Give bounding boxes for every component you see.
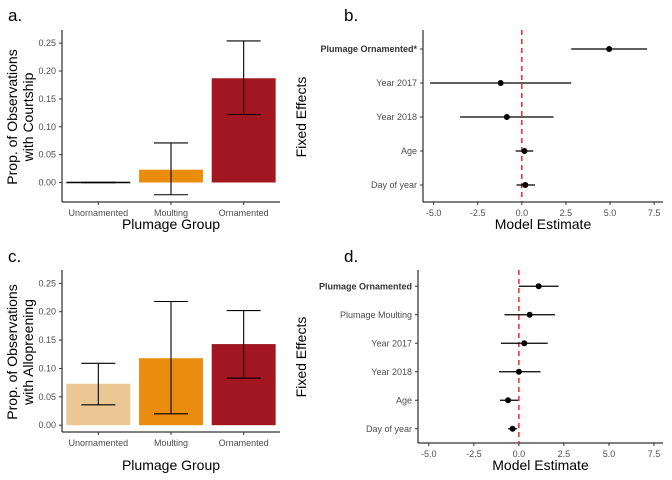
y-tick-label: 0.25 — [38, 38, 56, 48]
y-tick-label: 0.00 — [38, 420, 56, 430]
estimate-point — [503, 114, 510, 120]
x-tick-label: -2.5 — [466, 449, 482, 459]
panel-letter: b. — [344, 6, 358, 25]
y-axis-title: Prop. of Observations with Courtship — [4, 49, 36, 184]
x-axis-title: Plumage Group — [122, 457, 220, 473]
y-tick-label: 0.25 — [38, 278, 56, 288]
x-tick-label: 5.0 — [604, 208, 617, 218]
y-tick-label: 0.10 — [38, 122, 56, 132]
y-tick-label: 0.00 — [38, 177, 56, 187]
x-tick-label: 5.0 — [603, 449, 616, 459]
estimate-point — [505, 397, 512, 404]
x-tick-label: -5.0 — [426, 208, 442, 218]
panel-c: c. 0.00 0.05 0.10 0.15 0.20 0.25 Unornamented Mo… — [4, 247, 280, 473]
x-axis-title: Model Estimate — [495, 216, 592, 232]
estimate-point — [522, 182, 529, 188]
x-tick-label: Ornamented — [219, 438, 269, 448]
y-axis-title: Fixed Effects — [293, 317, 309, 398]
y-tick-label: 0.05 — [38, 392, 56, 402]
x-tick-label: Unornamented — [69, 208, 129, 218]
y-tick-label: Plumage Ornamented — [319, 281, 412, 291]
panel-letter: c. — [8, 247, 21, 266]
x-tick-label: 0.0 — [513, 449, 526, 459]
x-tick-label: -2.5 — [470, 208, 486, 218]
x-axis-title: Model Estimate — [492, 457, 589, 473]
x-tick-label: Ornamented — [219, 208, 269, 218]
y-tick-label: Year 2018 — [376, 112, 417, 122]
y-tick-label: 0.15 — [38, 94, 56, 104]
x-tick-label: Moulting — [154, 438, 188, 448]
panel-letter: d. — [344, 247, 358, 266]
y-tick-label: Plumage Moulting — [340, 310, 412, 320]
estimate-point — [497, 80, 504, 86]
y-axis-title-line: Prop. of Observations — [4, 284, 20, 419]
y-tick-label: Year 2017 — [371, 338, 412, 348]
y-axis-title: Fixed Effects — [293, 77, 309, 158]
x-tick-label: 0.0 — [516, 208, 529, 218]
estimate-point — [509, 425, 516, 432]
y-tick-label: 0.20 — [38, 307, 56, 317]
estimate-point — [606, 46, 613, 52]
x-tick-label: Moulting — [154, 208, 188, 218]
y-tick-label: 0.15 — [38, 335, 56, 345]
panel-letter: a. — [8, 6, 22, 25]
y-axis-title-line: with Allopreening — [20, 299, 36, 406]
y-tick-label: Year 2018 — [371, 367, 412, 377]
x-tick-label: -5.0 — [421, 449, 437, 459]
y-axis-title-line: Prop. of Observations — [4, 49, 20, 184]
estimate-point — [521, 148, 528, 154]
y-tick-label: Day of year — [366, 424, 412, 434]
y-tick-label: 0.20 — [38, 66, 56, 76]
y-axis-title-line: with Courtship — [20, 72, 36, 162]
panel-a: a. 0.00 0.05 0.10 0.15 0.20 0.25 Unornamented Mo… — [4, 6, 280, 232]
y-tick-label: Age — [401, 146, 417, 156]
x-axis-title: Plumage Group — [122, 216, 220, 232]
y-tick-label: Age — [396, 395, 412, 405]
y-tick-label: Day of year — [371, 180, 417, 190]
y-axis-title: Prop. of Observations with Allopreening — [4, 284, 36, 419]
estimate-point — [535, 283, 542, 290]
x-tick-label: 7.5 — [648, 208, 661, 218]
estimate-point — [521, 340, 528, 347]
estimate-point — [526, 311, 533, 318]
panel-d: d. -5.0 -2.5 0.0 2.5 5.0 7.5 Plumage Ornamented… — [293, 247, 663, 473]
y-tick-label: Plumage Ornamented* — [320, 44, 417, 54]
y-tick-label: 0.10 — [38, 363, 56, 373]
y-tick-label: Year 2017 — [376, 78, 417, 88]
x-tick-label: 7.5 — [648, 449, 661, 459]
y-tick-label: 0.05 — [38, 150, 56, 160]
x-tick-label: 2.5 — [560, 208, 573, 218]
x-tick-label: 2.5 — [558, 449, 571, 459]
estimate-point — [515, 368, 522, 375]
panel-b: b. -5.0 -2.5 0.0 2.5 5.0 7.5 Plumage Ornamented… — [293, 6, 663, 232]
x-tick-label: Unornamented — [69, 438, 129, 448]
